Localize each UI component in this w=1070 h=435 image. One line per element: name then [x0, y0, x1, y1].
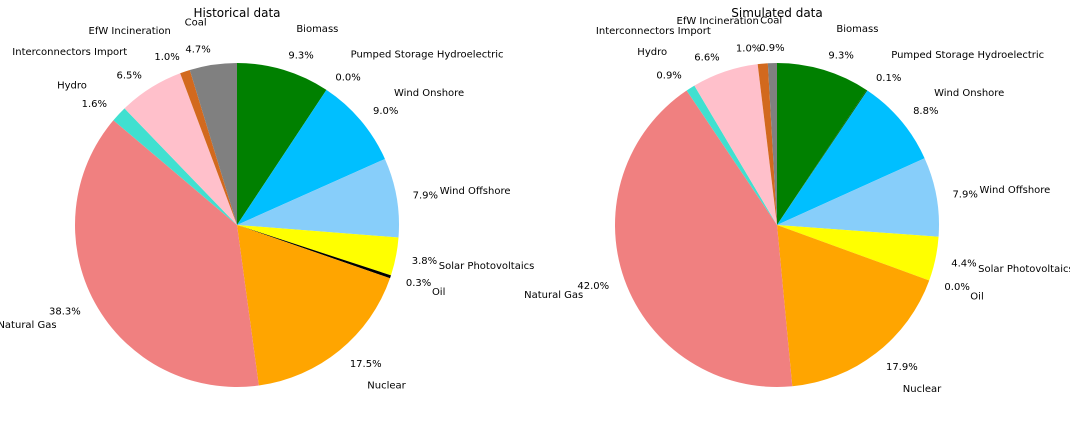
pie-slice-hydro-simulated: [686, 85, 777, 225]
pie-slice-wind-onshore-simulated: [777, 90, 925, 225]
pie-label-solar-photovoltaics-simulated: Solar Photovoltaics: [978, 264, 1070, 275]
pie-percent-wind-offshore-simulated: 7.9%: [952, 190, 977, 201]
pie-percent-oil-historical: 0.3%: [406, 278, 431, 289]
pie-label-coal-historical: Coal: [185, 18, 207, 29]
pie-percent-efw-incineration-historical: 1.0%: [154, 52, 179, 63]
pie-chart-simulated: Simulated data 9.3% 0.1% 8.8% 7.9% 4.4% 0.0% 1…: [524, 6, 1070, 395]
pie-slice-biomass-simulated: [777, 63, 867, 225]
pie-percent-hydro-simulated: 0.9%: [656, 70, 681, 81]
pie-slice-wind-offshore-historical: [237, 158, 399, 238]
pie-percent-wind-onshore-historical: 9.0%: [373, 106, 398, 117]
pie-label-pumped-storage-hydroelectric-simulated: Pumped Storage Hydroelectric: [891, 50, 1044, 61]
pie-label-hydro-simulated: Hydro: [637, 47, 667, 58]
pie-percent-biomass-simulated: 9.3%: [828, 50, 853, 61]
pie-label-biomass-historical: Biomass: [296, 24, 338, 35]
pie-slice-hydro-historical: [113, 108, 237, 225]
pie-label-wind-offshore-historical: Wind Offshore: [440, 186, 511, 197]
pie-label-efw-incineration-historical: EfW Incineration: [89, 26, 171, 37]
pie-label-oil-simulated: Oil: [970, 291, 983, 302]
pie-slice-natural-gas-historical: [74, 120, 259, 388]
percent-labels-simulated: 9.3% 0.1% 8.8% 7.9% 4.4% 0.0% 17.9% 42.0% 0.9% 6.…: [577, 43, 977, 373]
pie-slice-wind-onshore-historical: [237, 89, 385, 226]
pie-slice-nuclear-simulated: [777, 225, 930, 387]
pie-slice-natural-gas-simulated: [614, 90, 793, 388]
pie-label-oil-historical: Oil: [432, 287, 445, 298]
slices-historical: [74, 63, 399, 388]
pie-slice-wind-offshore-simulated: [777, 158, 939, 237]
pie-percent-hydro-historical: 1.6%: [82, 99, 107, 110]
pie-percent-coal-simulated: 0.9%: [759, 43, 784, 54]
pie-label-biomass-simulated: Biomass: [836, 24, 878, 35]
pie-percent-natural-gas-historical: 38.3%: [49, 307, 81, 318]
pie-percent-natural-gas-simulated: 42.0%: [577, 281, 609, 292]
pie-label-efw-incineration-simulated: EfW Incineration: [677, 16, 759, 27]
pie-slice-biomass-historical: [237, 63, 327, 225]
pie-percent-coal-historical: 4.7%: [185, 45, 210, 56]
pie-slice-coal-historical: [189, 63, 237, 225]
pie-percent-wind-offshore-historical: 7.9%: [413, 191, 438, 202]
pie-label-natural-gas-simulated: Natural Gas: [524, 290, 583, 301]
pie-percent-efw-incineration-simulated: 1.0%: [736, 43, 761, 54]
pie-slice-interconnectors-import-historical: [124, 73, 237, 225]
pie-label-wind-onshore-simulated: Wind Onshore: [934, 88, 1004, 99]
pie-label-nuclear-simulated: Nuclear: [903, 384, 942, 395]
pie-slice-efw-incineration-simulated: [757, 63, 777, 226]
pie-label-wind-onshore-historical: Wind Onshore: [394, 88, 464, 99]
category-labels-simulated: Biomass Pumped Storage Hydroelectric Wind …: [524, 15, 1070, 394]
pie-slice-solar-photovoltaics-simulated: [777, 225, 939, 281]
pie-label-interconnectors-import-historical: Interconnectors Import: [12, 47, 127, 58]
slices-simulated: [614, 63, 939, 388]
pie-slice-oil-historical: [237, 225, 391, 279]
category-labels-historical: Biomass Pumped Storage Hydroelectric Wind …: [0, 18, 534, 392]
pie-slice-interconnectors-import-simulated: [694, 64, 777, 225]
pie-percent-solar-photovoltaics-simulated: 4.4%: [951, 258, 976, 269]
pie-slice-pumped-storage-hydroelectric-simulated: [777, 89, 868, 225]
pie-slice-coal-simulated: [767, 63, 777, 225]
pie-percent-wind-onshore-simulated: 8.8%: [913, 106, 938, 117]
percent-labels-historical: 9.3% 0.0% 9.0% 7.9% 3.8% 0.3% 17.5% 38.3% 1.6% 6.…: [49, 45, 438, 370]
pie-label-interconnectors-import-simulated: Interconnectors Import: [596, 26, 711, 37]
pie-chart-historical: Historical data 9.3% 0.0% 9.0% 7.9% 3.8% 0.3%…: [0, 6, 534, 391]
pie-percent-biomass-historical: 9.3%: [288, 50, 313, 61]
pie-percent-interconnectors-import-historical: 6.5%: [116, 70, 141, 81]
pie-percent-nuclear-historical: 17.5%: [350, 359, 382, 370]
pie-percent-pumped-storage-hydroelectric-historical: 0.0%: [335, 72, 360, 83]
pie-percent-solar-photovoltaics-historical: 3.8%: [412, 256, 437, 267]
pie-slice-nuclear-historical: [237, 225, 390, 386]
pie-percent-nuclear-simulated: 17.9%: [886, 362, 918, 373]
pie-label-coal-simulated: Coal: [760, 15, 782, 26]
pie-percent-oil-simulated: 0.0%: [944, 282, 969, 293]
pie-percent-pumped-storage-hydroelectric-simulated: 0.1%: [876, 73, 901, 84]
pie-slice-solar-photovoltaics-historical: [237, 225, 399, 276]
pie-slice-efw-incineration-historical: [180, 70, 237, 226]
chart-title-simulated: Simulated data: [731, 6, 822, 20]
pie-label-nuclear-historical: Nuclear: [367, 380, 406, 391]
pie-label-wind-offshore-simulated: Wind Offshore: [980, 185, 1051, 196]
pie-label-solar-photovoltaics-historical: Solar Photovoltaics: [439, 261, 535, 272]
chart-title-historical: Historical data: [193, 6, 280, 20]
pie-percent-interconnectors-import-simulated: 6.6%: [694, 52, 719, 63]
pie-label-pumped-storage-hydroelectric-historical: Pumped Storage Hydroelectric: [351, 49, 504, 60]
pie-label-hydro-historical: Hydro: [57, 80, 87, 91]
pie-label-natural-gas-historical: Natural Gas: [0, 320, 57, 331]
